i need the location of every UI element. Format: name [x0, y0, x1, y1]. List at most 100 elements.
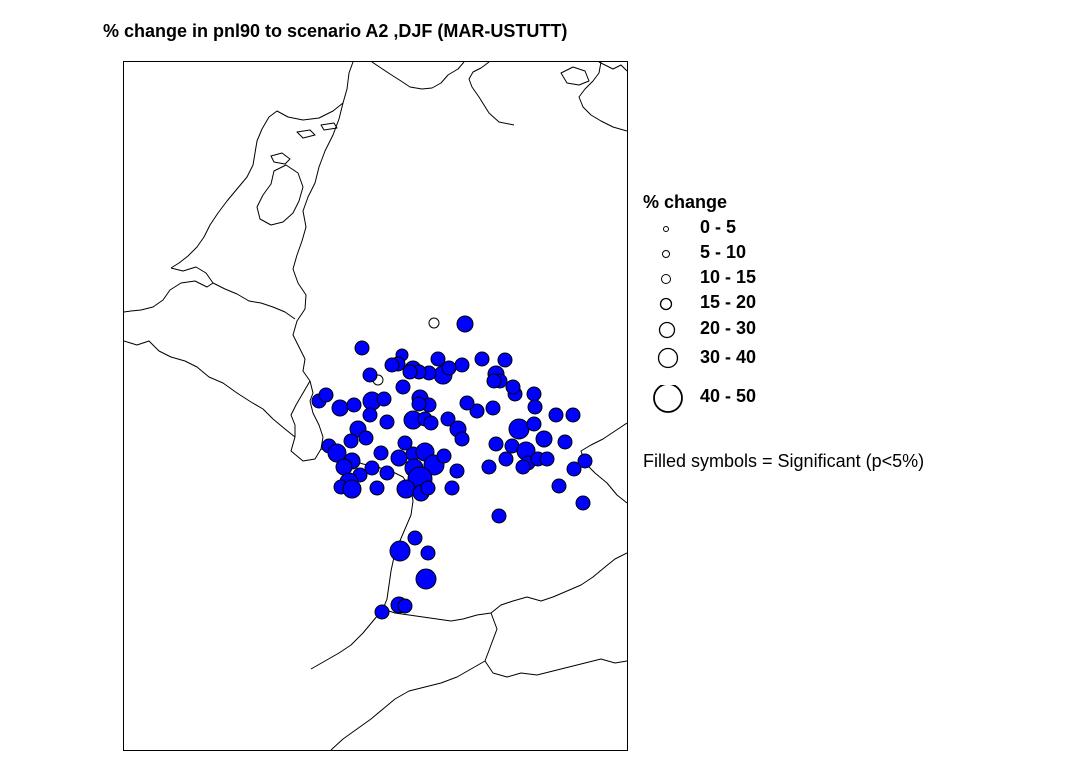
station-significant	[577, 453, 593, 469]
station-significant	[415, 568, 437, 590]
legend-symbol-icon	[661, 274, 671, 284]
station-significant	[481, 459, 497, 475]
border-at-ch	[484, 612, 627, 678]
station-significant	[420, 480, 436, 496]
station-significant	[491, 508, 507, 524]
legend-class-7: 40 - 50	[643, 385, 843, 415]
station-significant	[459, 395, 475, 411]
island-baltic	[598, 62, 627, 72]
legend-note: Filled symbols = Significant (p<5%)	[643, 451, 925, 471]
border-ch-de	[382, 608, 492, 622]
station-significant	[397, 435, 413, 451]
legend-class-2: 5 - 10	[643, 241, 843, 265]
station-significant	[441, 360, 457, 376]
station-significant	[396, 479, 416, 499]
legend-class-label: 20 - 30	[700, 318, 757, 338]
legend-class-label: 30 - 40	[700, 347, 757, 367]
border-de-pl	[578, 62, 627, 132]
station-significant	[362, 367, 378, 383]
coastline-north-sea	[170, 62, 515, 269]
station-significant	[376, 391, 392, 407]
border-be-nl	[212, 282, 296, 320]
legend-class-5: 20 - 30	[643, 317, 843, 341]
ijsselmeer	[256, 164, 304, 226]
station-significant	[454, 357, 470, 373]
station-symbols	[311, 315, 593, 620]
station-significant	[497, 352, 513, 368]
station-significant	[449, 463, 465, 479]
border-ch-fr	[310, 608, 384, 670]
station-significant	[430, 351, 446, 367]
station-significant	[423, 415, 439, 431]
station-significant	[488, 436, 504, 452]
station-significant	[526, 386, 542, 402]
legend-class-label: 0 - 5	[700, 217, 737, 237]
station-significant	[379, 465, 395, 481]
station-significant	[551, 478, 567, 494]
station-significant	[436, 448, 452, 464]
station-significant	[474, 351, 490, 367]
station-significant	[515, 459, 531, 475]
station-significant	[486, 373, 502, 389]
station-significant	[526, 416, 542, 432]
station-significant	[527, 399, 543, 415]
station-significant	[420, 545, 436, 561]
legend-class-label: 5 - 10	[700, 242, 747, 262]
station-significant	[342, 479, 362, 499]
station-significant	[364, 460, 380, 476]
legend-symbol-icon	[662, 250, 670, 258]
border-luxembourg	[290, 380, 324, 462]
station-significant	[454, 431, 470, 447]
border-fr-be	[124, 340, 296, 438]
station-significant	[575, 495, 591, 511]
station-significant	[395, 379, 411, 395]
station-significant	[407, 530, 423, 546]
wadden-island-3	[320, 122, 338, 131]
station-significant	[373, 445, 389, 461]
wadden-island-2	[296, 129, 316, 139]
station-significant	[397, 598, 413, 614]
station-significant	[548, 407, 564, 423]
station-significant	[498, 451, 514, 467]
station-significant	[369, 480, 385, 496]
legend-class-label: 40 - 50	[700, 386, 757, 406]
station-significant	[331, 399, 349, 417]
legend-class-label: 15 - 20	[700, 292, 757, 312]
station-significant	[539, 451, 555, 467]
border-be-de	[290, 380, 311, 437]
legend-title: % change	[643, 192, 728, 212]
station-significant	[374, 604, 390, 620]
map-canvas	[124, 62, 627, 750]
station-significant	[346, 397, 362, 413]
station-significant	[456, 315, 474, 333]
country-boundaries	[124, 62, 627, 750]
wadden-island-1	[270, 152, 291, 165]
station-significant	[508, 418, 530, 440]
station-significant	[440, 411, 456, 427]
legend-symbol-icon	[658, 321, 676, 339]
legend-symbol-icon	[663, 226, 669, 232]
map-title: % change in pnl90 to scenario A2 ,DJF (M…	[103, 21, 568, 41]
station-significant	[566, 461, 582, 477]
station-significant	[411, 396, 427, 412]
border-nl-de	[292, 102, 344, 382]
station-significant	[565, 407, 581, 423]
station-significant	[389, 540, 411, 562]
map-panel	[123, 61, 628, 751]
station-significant	[535, 430, 553, 448]
legend-class-3: 10 - 15	[643, 266, 843, 290]
legend: % change 0 - 5 5 - 10 10 - 15 15 - 20 20…	[643, 190, 1043, 490]
legend-class-4: 15 - 20	[643, 291, 843, 315]
station-significant	[390, 449, 408, 467]
station-significant	[358, 430, 374, 446]
station-significant	[379, 414, 395, 430]
station-significant	[444, 480, 460, 496]
station-significant	[362, 407, 378, 423]
legend-symbol-icon	[653, 385, 683, 413]
station-significant	[327, 443, 347, 463]
station-significant	[557, 434, 573, 450]
station-significant	[318, 387, 334, 403]
legend-symbol-icon	[659, 297, 673, 311]
legend-class-label: 10 - 15	[700, 267, 757, 287]
station-significant	[384, 357, 400, 373]
